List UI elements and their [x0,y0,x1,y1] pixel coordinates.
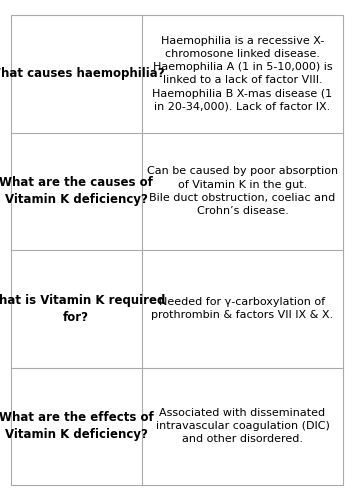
Text: Can be caused by poor absorption
of Vitamin K in the gut.
Bile duct obstruction,: Can be caused by poor absorption of Vita… [147,166,338,216]
Text: Haemophilia is a recessive X-
chromosone linked disease.
Haemophilia A (1 in 5-1: Haemophilia is a recessive X- chromosone… [153,36,332,112]
Text: Needed for γ-carboxylation of
prothrombin & factors VII IX & X.: Needed for γ-carboxylation of prothrombi… [152,297,333,320]
Text: What are the effects of
Vitamin K deficiency?: What are the effects of Vitamin K defici… [0,411,154,441]
Text: What are the causes of
Vitamin K deficiency?: What are the causes of Vitamin K deficie… [0,176,153,206]
Text: What causes haemophilia?: What causes haemophilia? [0,67,164,80]
Text: Associated with disseminated
intravascular coagulation (DIC)
and other disordere: Associated with disseminated intravascul… [155,408,330,445]
Text: What is Vitamin K required
for?: What is Vitamin K required for? [0,294,166,324]
